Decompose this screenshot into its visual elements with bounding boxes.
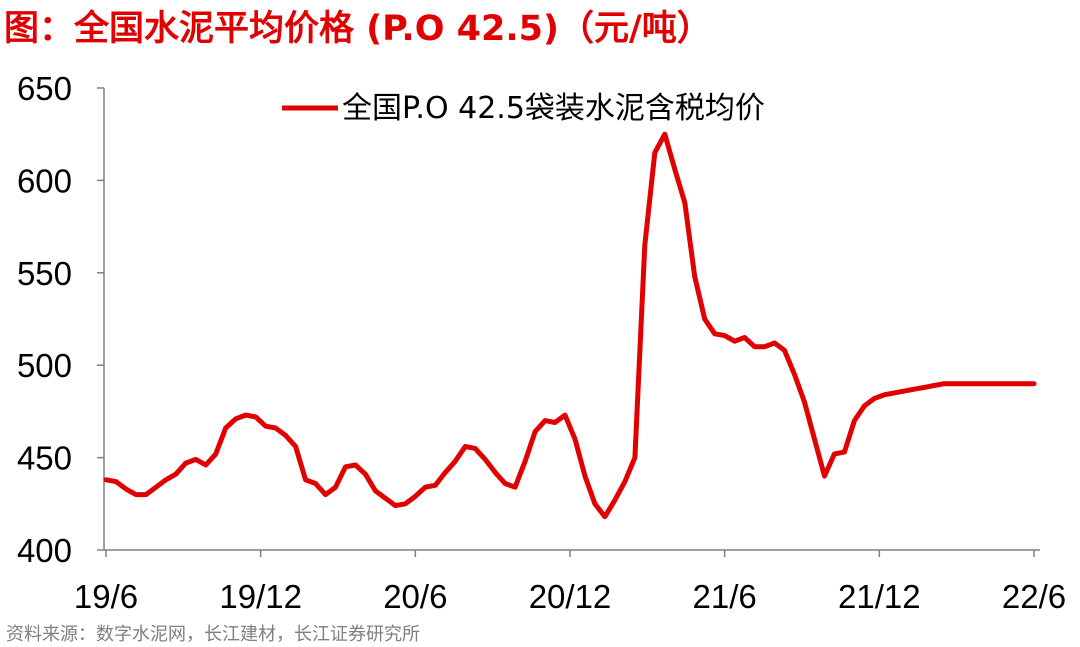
x-tick-label: 20/12 (529, 578, 612, 615)
source-note: 资料来源：数字水泥网，长江建材，长江证券研究所 (6, 624, 420, 645)
legend-label: 全国P.O 42.5袋装水泥含税均价 (342, 91, 765, 126)
y-tick-label: 450 (17, 440, 72, 477)
y-tick-label: 650 (17, 70, 72, 107)
series-line (103, 131, 1037, 520)
y-tick-label: 550 (17, 255, 72, 292)
y-tick-label: 400 (17, 532, 72, 569)
series-group (103, 131, 1037, 520)
chart-title: 图：全国水泥平均价格 (P.O 42.5)（元/吨） (4, 9, 712, 49)
x-tick-label: 19/6 (74, 578, 138, 615)
axes (97, 87, 1040, 557)
x-tick-label: 19/12 (219, 578, 302, 615)
x-tick-label: 20/6 (383, 578, 447, 615)
y-tick-label: 600 (17, 162, 72, 199)
x-tick-label: 21/6 (693, 578, 757, 615)
tick-labels: 400 450 500 550 600 650 19/6 19/12 20/6 20/12 21/6… (17, 70, 1066, 615)
legend: 全国P.O 42.5袋装水泥含税均价 (282, 91, 765, 126)
y-tick-label: 500 (17, 347, 72, 384)
x-tick-label: 21/12 (838, 578, 921, 615)
x-tick-label: 22/6 (1002, 578, 1066, 615)
